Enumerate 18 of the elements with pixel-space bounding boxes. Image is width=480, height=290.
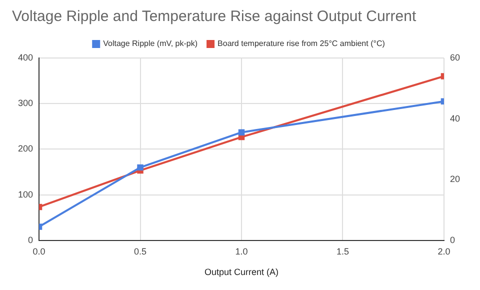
x-tick-label: 1.0: [235, 246, 248, 256]
y-tick-label: 0: [28, 234, 34, 245]
x-tick-label: 1.5: [336, 246, 350, 256]
x-tick-label: 0.5: [134, 246, 147, 256]
legend-label: Voltage Ripple (mV, pk-pk): [103, 39, 198, 48]
y-tick-label: 400: [18, 52, 34, 62]
x-tick-label: 2.0: [438, 246, 450, 256]
y-tick-label: 100: [18, 189, 34, 200]
y2-tick-label: 20: [450, 174, 460, 184]
x-axis-title: Output Current (A): [204, 267, 279, 278]
chart-title: Voltage Ripple and Temperature Rise against Output Current: [12, 8, 417, 26]
legend-label: Board temperature rise from 25°C ambient (°C): [218, 39, 386, 48]
y2-tick-label: 40: [450, 113, 460, 124]
y2-tick-label: 0: [450, 234, 456, 245]
y2-tick-label: 60: [450, 52, 460, 62]
x-tick-label: 0.0: [32, 246, 46, 256]
y-tick-label: 200: [18, 144, 34, 154]
y-tick-label: 300: [18, 98, 34, 108]
